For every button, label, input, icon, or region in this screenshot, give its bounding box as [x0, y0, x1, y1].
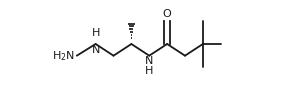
Text: N: N — [145, 56, 154, 66]
Text: $\mathregular{H_2N}$: $\mathregular{H_2N}$ — [53, 49, 75, 63]
Text: H: H — [145, 66, 154, 76]
Text: O: O — [163, 9, 171, 19]
Text: H: H — [92, 28, 100, 38]
Text: N: N — [92, 45, 100, 55]
